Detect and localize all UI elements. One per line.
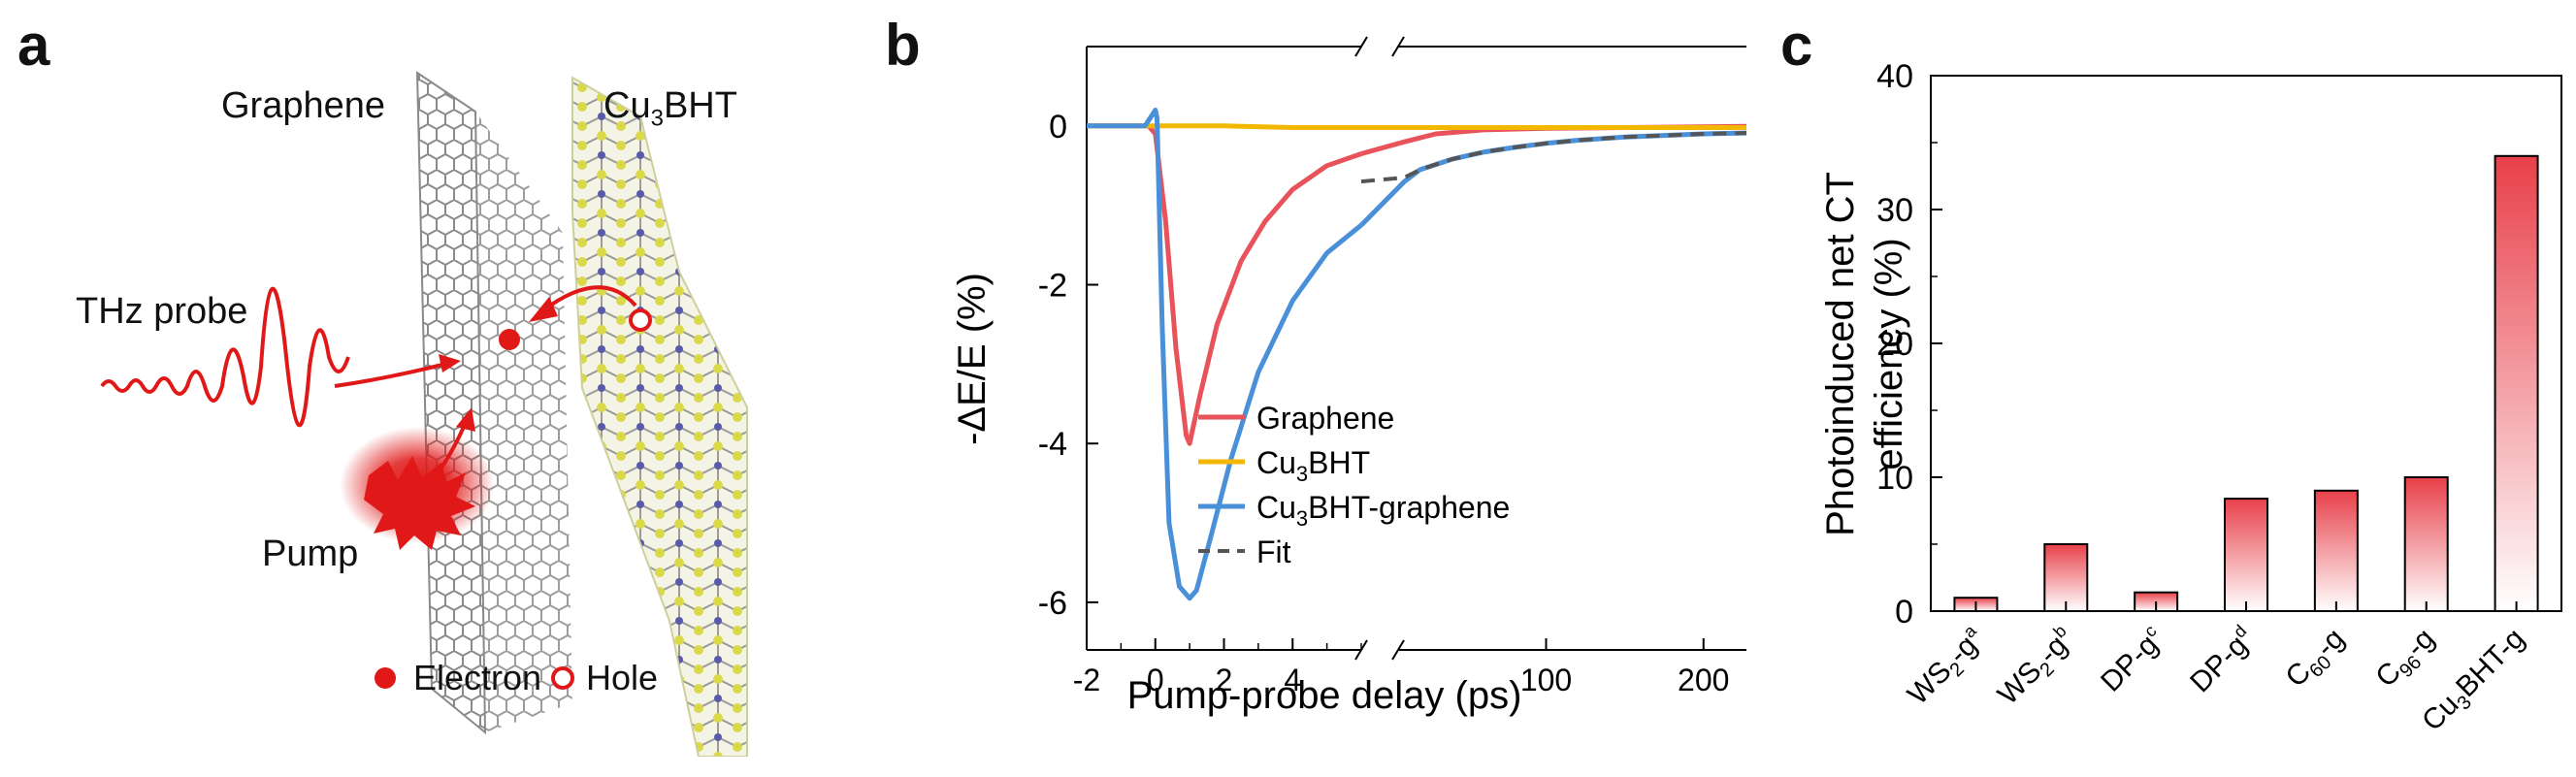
panel-b-letter: b	[885, 13, 921, 78]
c-category-label: WS2-gb	[1990, 621, 2083, 714]
cu3bht-label-sub: 3	[650, 105, 664, 132]
b-xtick-label: 200	[1678, 663, 1729, 697]
c-bar	[2224, 498, 2268, 613]
legend-electron-label: Electron	[413, 658, 542, 697]
c-category-label: C96-g	[2369, 623, 2444, 697]
graphene-label: Graphene	[221, 85, 386, 126]
panel-a-letter: a	[17, 13, 50, 78]
b-series-graphene-line	[1087, 123, 1362, 446]
c-bar	[2043, 543, 2089, 612]
c-category-label: WS2-ga	[1901, 621, 1995, 715]
b-xtick-label: 0	[1147, 663, 1164, 697]
panel-c-letter: c	[1780, 13, 1813, 78]
c-category-label: DP-gd	[2183, 621, 2261, 698]
pump-label: Pump	[262, 534, 359, 574]
c-ylabel-line2: efficiency (%)	[1868, 238, 1910, 469]
c-ylabel-line1: Photoinduced net CT	[1819, 172, 1862, 536]
b-legend-label: Cu3BHT	[1256, 445, 1370, 486]
thz-probe-wave	[100, 286, 350, 428]
b-xlabel: Pump-probe delay (ps)	[1127, 674, 1522, 717]
legend-hole-label: Hole	[586, 658, 659, 697]
b-axis-break-mark	[1391, 639, 1405, 661]
b-series-cu3bht-graphene-line	[1359, 130, 1746, 227]
b-ylabel: -ΔE/E (%)	[951, 273, 994, 445]
hole-dot	[629, 308, 652, 332]
cu3bht-label-base: Cu	[603, 85, 651, 126]
legend-electron-dot	[375, 667, 396, 689]
b-xtick-label: 100	[1520, 663, 1572, 697]
b-series-fit-line	[1360, 131, 1746, 184]
c-ytick-label: 40	[1876, 58, 1913, 95]
c-ytick-label: 30	[1876, 192, 1913, 229]
c-bar	[2313, 489, 2359, 612]
b-series-graphene-line	[1360, 123, 1746, 156]
c-ytick-label: 10	[1876, 460, 1913, 497]
c-category-label: C60-g	[2280, 623, 2355, 697]
b-ytick-label: 0	[1049, 109, 1067, 146]
cu3bht-label-rest: BHT	[663, 85, 737, 126]
b-xtick-label: -2	[1073, 663, 1100, 697]
cu3bht-sheet	[571, 76, 748, 757]
c-ytick-label: 0	[1895, 594, 1913, 631]
b-xtick-label: 2	[1216, 663, 1233, 697]
b-ytick-label: -4	[1038, 426, 1067, 463]
b-axis-break-mark	[1391, 36, 1405, 57]
legend-hole-dot	[551, 666, 574, 690]
cu3bht-label: Cu3BHT	[603, 85, 737, 133]
b-series-cu3bht-graphene-line	[1087, 108, 1363, 601]
thz-probe-label: THz probe	[76, 291, 248, 332]
electron-dot	[499, 329, 520, 350]
b-ytick-label: -2	[1038, 268, 1067, 305]
c-ytick-label: 20	[1876, 326, 1913, 363]
b-axis-break-mark	[1354, 36, 1368, 57]
panel-b-chart: 0-2-4-6-2024100200300GrapheneCu3BHTCu3BH…	[951, 36, 1746, 717]
graphene-sheet	[415, 71, 487, 735]
c-bar	[2403, 476, 2449, 612]
panel-a-schematic	[100, 71, 748, 757]
b-ytick-label: -6	[1038, 585, 1067, 622]
c-category-label: DP-gc	[2094, 621, 2170, 697]
b-xtick-label: 4	[1284, 663, 1301, 697]
b-legend-label: Cu3BHT-graphene	[1256, 490, 1510, 531]
c-bar	[2494, 154, 2539, 613]
b-legend-label: Fit	[1256, 534, 1291, 569]
b-legend-label: Graphene	[1256, 401, 1394, 436]
